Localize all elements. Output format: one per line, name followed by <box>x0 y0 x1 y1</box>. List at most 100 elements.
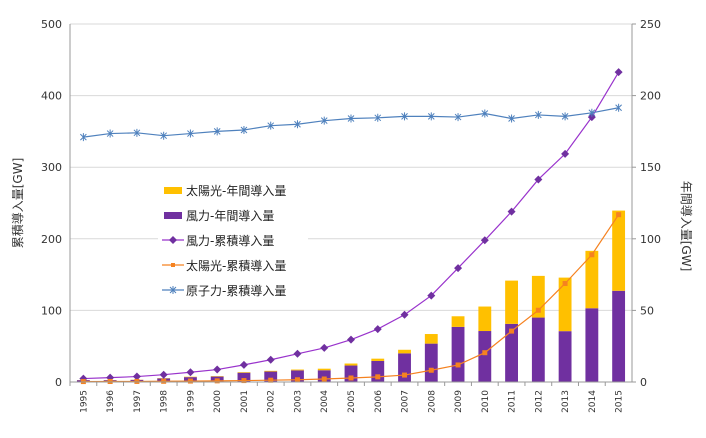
point-wind-cumulative <box>454 264 463 273</box>
point-nuclear-cumulative <box>267 121 275 130</box>
y-tick-label-left: 400 <box>41 90 62 103</box>
point-nuclear-cumulative <box>561 112 569 121</box>
point-wind-cumulative <box>159 370 168 379</box>
x-tick-label: 1995 <box>79 390 89 413</box>
point-wind-cumulative <box>373 325 382 334</box>
x-tick-label: 1998 <box>160 390 170 413</box>
x-tick-label: 2008 <box>427 390 437 413</box>
bar-solar-annual <box>291 369 304 371</box>
point-nuclear-cumulative <box>401 112 408 121</box>
x-tick-label: 2003 <box>293 390 303 413</box>
bar-wind-annual <box>398 353 411 382</box>
point-nuclear-cumulative <box>481 109 489 118</box>
x-tick-label: 2015 <box>615 390 625 413</box>
bar-solar-annual <box>344 363 358 366</box>
point-wind-cumulative <box>400 310 409 319</box>
point-solar-cumulative <box>482 350 488 356</box>
x-tick-label: 1999 <box>186 390 196 413</box>
point-nuclear-cumulative <box>160 131 168 140</box>
point-solar-cumulative <box>562 280 568 286</box>
point-nuclear-cumulative <box>427 112 435 121</box>
point-solar-cumulative <box>134 378 140 384</box>
bar-wind-annual <box>237 372 251 382</box>
bar-wind-annual <box>264 371 278 382</box>
point-wind-cumulative <box>293 349 302 358</box>
x-tick-label: 2013 <box>561 390 571 413</box>
point-solar-cumulative <box>321 376 327 382</box>
y-tick-label-left: 500 <box>41 18 62 31</box>
y-tick-label-left: 0 <box>55 376 62 389</box>
point-nuclear-cumulative <box>240 125 248 134</box>
point-solar-cumulative <box>428 367 434 373</box>
legend-label-wind-annual: 風力-年間導入量 <box>186 209 274 223</box>
point-nuclear-cumulative <box>347 114 355 123</box>
point-solar-cumulative <box>107 378 113 384</box>
bar-wind-annual <box>558 331 572 382</box>
point-wind-cumulative <box>534 175 543 184</box>
point-wind-cumulative <box>614 68 623 77</box>
x-tick-label: 2007 <box>401 390 411 413</box>
point-nuclear-cumulative <box>508 114 515 123</box>
point-nuclear-cumulative <box>588 108 596 117</box>
y-tick-label-left: 200 <box>41 233 62 246</box>
y-tick-label-right: 150 <box>640 161 661 174</box>
point-wind-cumulative <box>561 149 570 158</box>
point-wind-cumulative <box>186 368 195 377</box>
x-tick-label: 2002 <box>267 390 277 413</box>
point-solar-cumulative <box>535 307 541 313</box>
x-tick-label: 2004 <box>320 390 330 413</box>
point-nuclear-cumulative <box>454 113 462 122</box>
bar-wind-annual <box>424 343 438 382</box>
point-nuclear-cumulative <box>213 127 221 136</box>
x-tick-label: 2001 <box>240 390 250 413</box>
point-nuclear-cumulative <box>106 129 114 138</box>
x-tick-label: 2009 <box>454 390 464 413</box>
lines <box>79 68 623 385</box>
bar-wind-annual <box>505 323 518 382</box>
x-tick-label: 2012 <box>534 390 544 413</box>
bar-wind-annual <box>531 317 545 382</box>
point-nuclear-cumulative <box>133 128 141 137</box>
bar-solar-annual <box>478 306 492 332</box>
bar-solar-annual <box>264 370 278 372</box>
legend-marker-wind-cumulative <box>169 236 177 244</box>
x-tick-label: 2000 <box>213 390 223 413</box>
point-nuclear-cumulative <box>80 133 87 142</box>
legend-swatch-wind-annual <box>164 212 182 219</box>
point-solar-cumulative <box>589 252 595 258</box>
bar-solar-annual <box>424 334 438 344</box>
point-wind-cumulative <box>239 360 248 369</box>
point-solar-cumulative <box>161 378 167 384</box>
y-tick-label-right: 50 <box>640 304 654 317</box>
tick-labels: 0 100 200 300 400 500 0 50 100 150 200 250 1995 1996 1… <box>41 18 661 413</box>
legend-label-solar-annual: 太陽光-年間導入量 <box>186 183 286 198</box>
y-tick-label-left: 300 <box>41 161 62 174</box>
bar-wind-annual <box>585 308 599 382</box>
point-solar-cumulative <box>375 374 381 380</box>
bar-solar-annual <box>558 277 572 332</box>
point-solar-cumulative <box>509 328 515 334</box>
point-wind-cumulative <box>507 207 516 216</box>
point-wind-cumulative <box>132 372 141 381</box>
bar-solar-annual <box>317 368 331 371</box>
axes <box>69 24 633 383</box>
point-nuclear-cumulative <box>294 120 301 129</box>
bar-solar-annual <box>585 250 599 309</box>
x-tick-label: 1997 <box>133 390 143 413</box>
x-tick-label: 2011 <box>508 390 518 413</box>
point-nuclear-cumulative <box>374 113 382 122</box>
bar-wind-annual <box>478 331 492 382</box>
legend-marker-solar-cumulative <box>171 263 175 267</box>
y-tick-label-left: 100 <box>41 304 62 317</box>
point-wind-cumulative <box>320 343 329 352</box>
y-tick-label-right: 250 <box>640 18 661 31</box>
x-tick-label: 2005 <box>347 390 357 413</box>
y-tick-label-right: 0 <box>640 376 647 389</box>
point-solar-cumulative <box>294 377 300 383</box>
legend-label-solar-cumulative: 太陽光-累積導入量 <box>186 258 286 273</box>
point-nuclear-cumulative <box>615 103 622 112</box>
y-tick-label-right: 200 <box>640 90 661 103</box>
legend-marker-nuclear-cumulative <box>169 286 177 294</box>
bars <box>76 210 626 382</box>
